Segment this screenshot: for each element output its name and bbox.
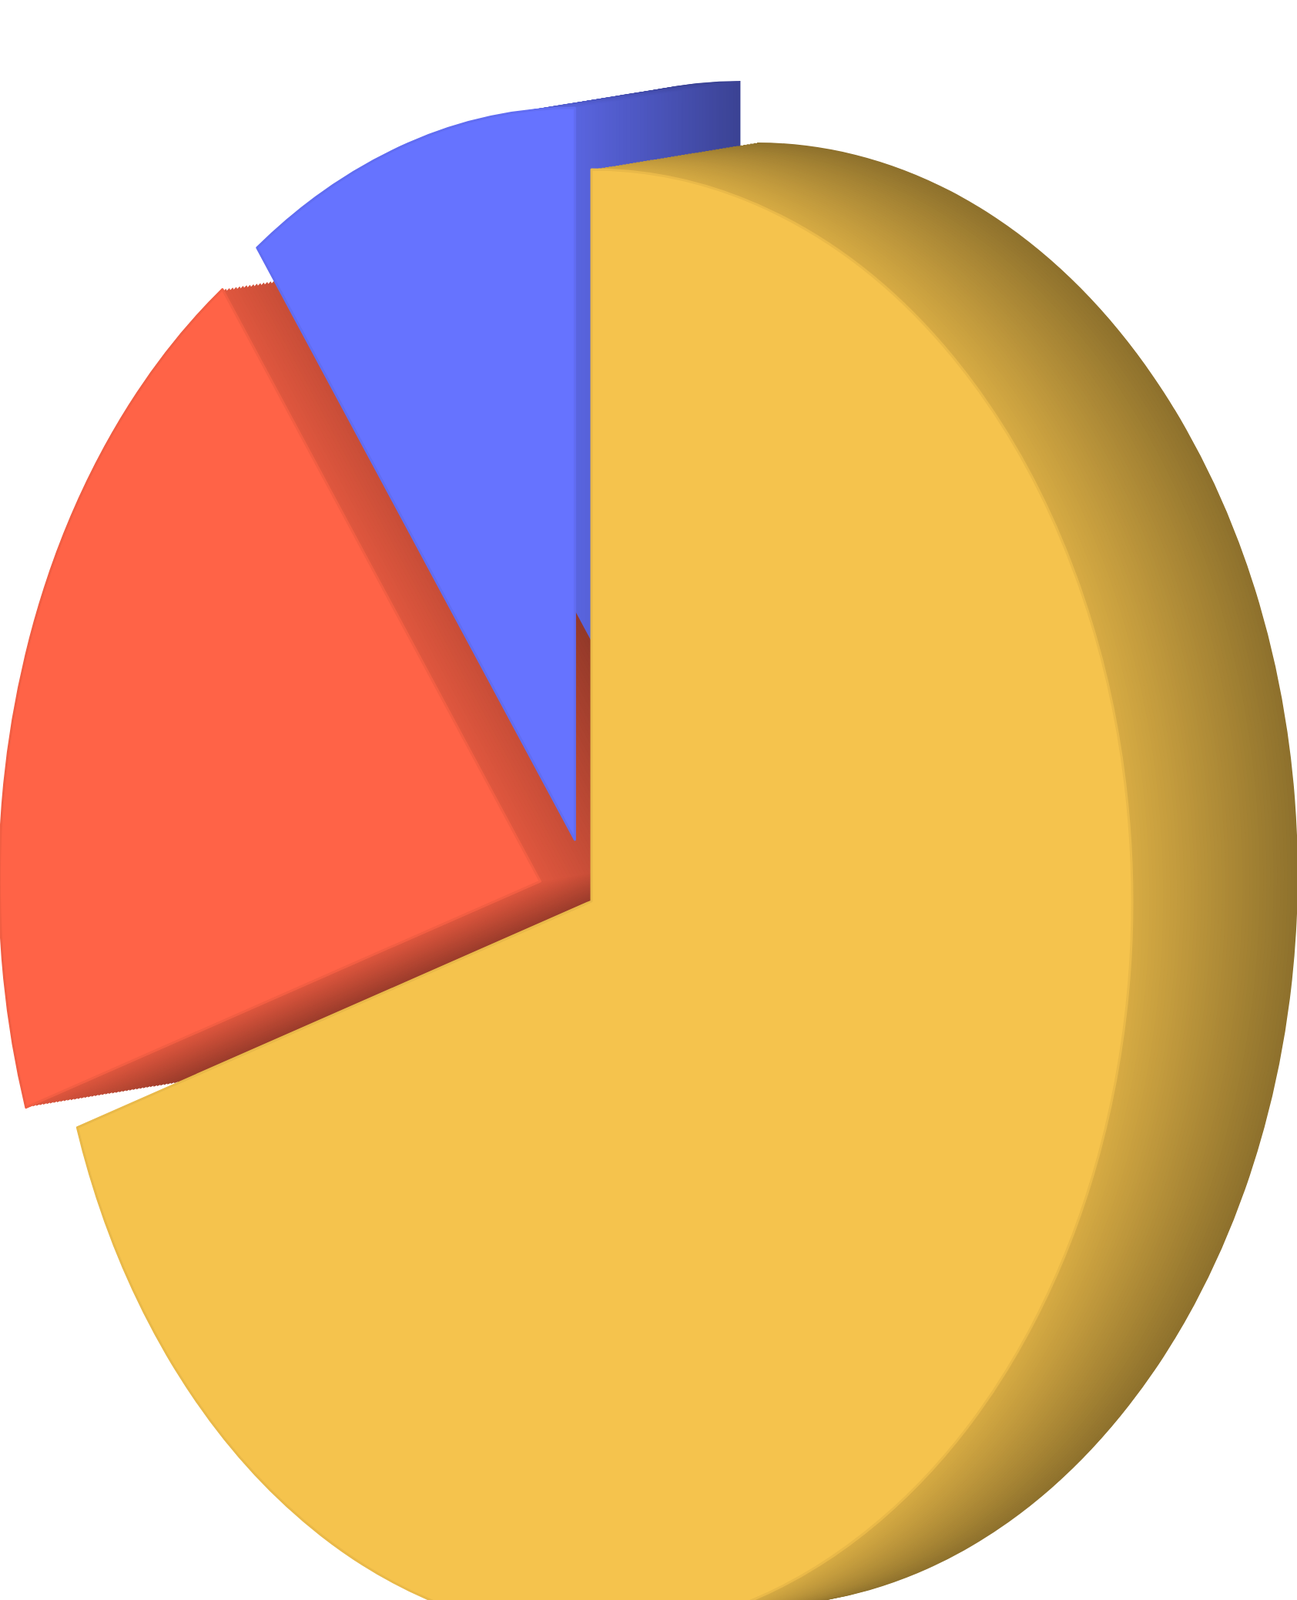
- slice-faces: [0, 107, 1133, 1600]
- chart: [0, 0, 1297, 1600]
- slice: [77, 169, 1133, 1600]
